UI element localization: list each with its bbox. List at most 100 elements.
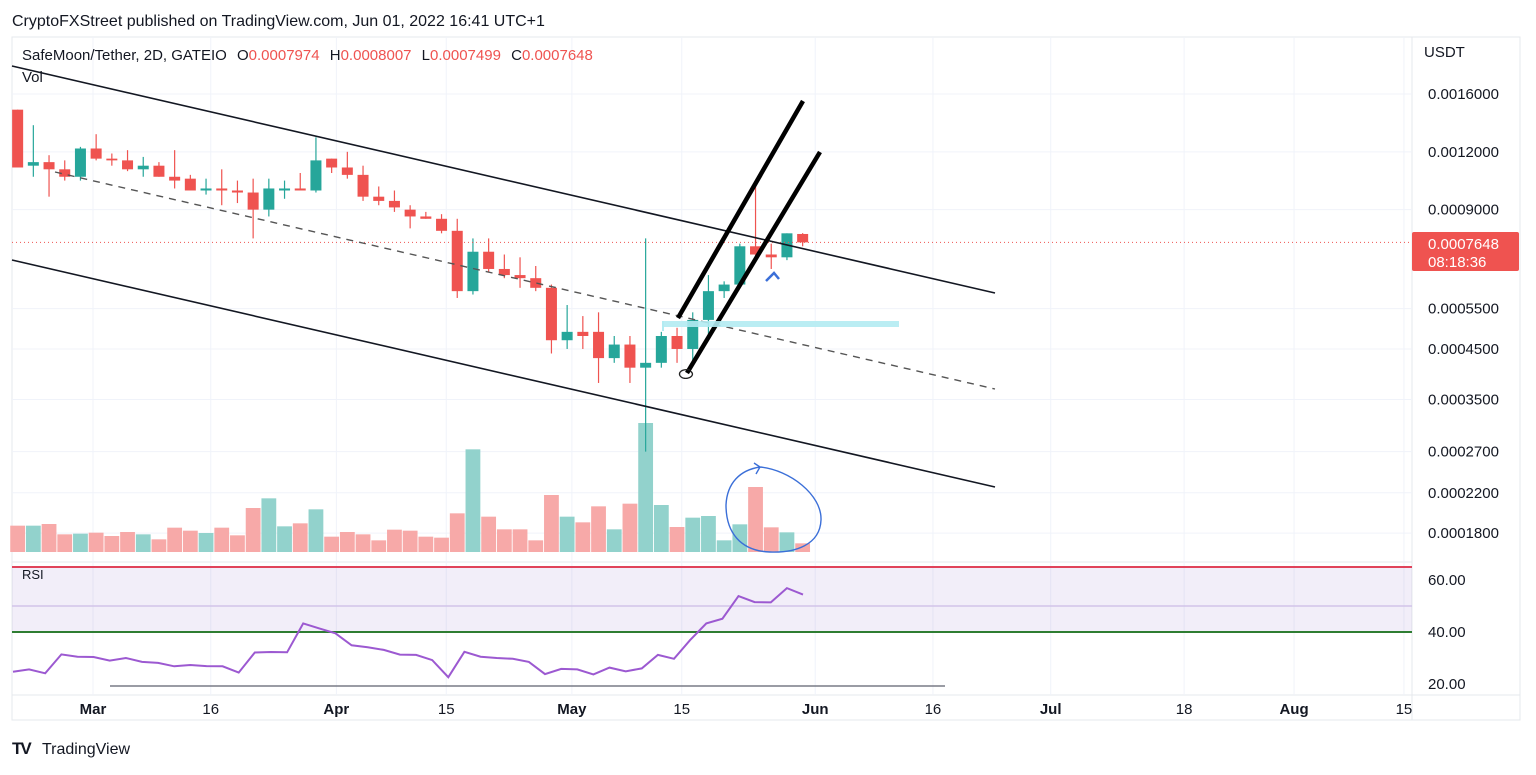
candle-body [200, 188, 212, 191]
candle-body [106, 158, 118, 161]
candle [561, 305, 573, 349]
time-tick-label: Aug [1279, 701, 1308, 718]
volume-bar [120, 532, 135, 552]
volume-bar [182, 530, 198, 552]
candle-body [279, 188, 291, 191]
volume-circle-drawing [725, 462, 822, 553]
volume-bar [402, 530, 418, 552]
candle-body [404, 209, 416, 217]
candle [279, 180, 291, 199]
candle [90, 134, 102, 161]
rsi-line [12, 586, 804, 679]
price-tick-label: 0.0009000 [1428, 202, 1499, 219]
close-label: C [511, 47, 522, 64]
candle [514, 257, 526, 288]
support-zone[interactable] [662, 321, 899, 327]
volume-bar [622, 503, 638, 552]
volume-bar [481, 516, 497, 552]
currency-label: USDT [1424, 44, 1465, 61]
channel-upper-trendline[interactable] [11, 65, 996, 294]
volume-bar [685, 517, 701, 552]
candle-body [153, 165, 165, 177]
volume-bar [528, 540, 544, 552]
volume-bar [732, 524, 748, 552]
volume-bar [73, 533, 88, 552]
candle [593, 312, 605, 383]
channel-lower-trendline[interactable] [11, 259, 996, 488]
support-zone-edge [662, 321, 664, 331]
time-tick-label: Mar [80, 701, 107, 718]
candle [781, 233, 793, 261]
candle-body [671, 335, 683, 349]
candle-body [655, 335, 667, 363]
volume-bar [308, 509, 324, 552]
time-tick-label: 15 [1396, 701, 1413, 718]
chart-frame [11, 36, 1521, 721]
candle [247, 178, 259, 239]
price-tick-label: 0.0004500 [1428, 341, 1499, 358]
volume-bar [104, 536, 120, 552]
candle-body [216, 188, 228, 191]
time-tick-label: 18 [1176, 701, 1193, 718]
candle [671, 327, 683, 363]
candle-body [122, 160, 134, 170]
price-axis[interactable]: 0.0016000 0.0012000 0.0009000 0.0005500 0.00… [1428, 86, 1499, 542]
grid-lines [12, 37, 1412, 695]
candle-body [357, 174, 369, 197]
channel-middle-dashed-trendline[interactable] [54, 171, 996, 390]
symbol-label: SafeMoon/Tether, 2D, GATEIO [22, 47, 227, 64]
candle-body [388, 200, 400, 208]
candle [153, 162, 165, 177]
candle [624, 335, 636, 383]
candle [169, 150, 181, 189]
volume-bar [387, 529, 402, 552]
candle-body [687, 319, 699, 349]
volume-bar [559, 516, 575, 552]
volume-bar [198, 533, 214, 552]
rsi-axis[interactable]: 60.00 40.00 20.00 [1428, 572, 1466, 693]
rising-channel-upper-line[interactable] [676, 99, 805, 320]
candle-body [483, 251, 495, 269]
rsi-label: RSI [22, 567, 44, 582]
open-value: 0.0007974 [249, 47, 320, 64]
time-tick-label: 15 [673, 701, 690, 718]
tradingview-logo[interactable]: TV TradingView [12, 739, 130, 758]
candle-body [467, 251, 479, 292]
candle-body [734, 246, 746, 285]
candle [184, 174, 196, 191]
candle [436, 214, 448, 234]
volume-bar [151, 539, 167, 552]
volume-bar [418, 536, 434, 552]
candle-body [326, 158, 338, 168]
candle [765, 243, 777, 269]
candle-body [90, 148, 102, 159]
candle [373, 186, 385, 206]
candle [263, 178, 275, 217]
candle [640, 238, 652, 452]
volume-bar [449, 513, 465, 552]
rising-channel-lower-line[interactable] [685, 150, 822, 375]
high-label: H [330, 47, 341, 64]
volume-bars [10, 423, 811, 552]
tradingview-brand: TradingView [42, 741, 130, 758]
candle [530, 265, 542, 292]
high-value: 0.0008007 [341, 47, 412, 64]
volume-bar [434, 537, 449, 552]
price-tick-label: 0.0005500 [1428, 301, 1499, 318]
candle [483, 238, 495, 272]
candle-body [263, 188, 275, 210]
volume-bar [575, 522, 591, 552]
time-axis[interactable]: Mar 16 Apr 15 May 15 Jun 16 Jul 18 Aug 15 [80, 701, 1413, 718]
candle-body [451, 230, 463, 292]
candle-body [341, 167, 353, 175]
candle [451, 218, 463, 298]
candle-body [514, 275, 526, 279]
candle-body [624, 344, 636, 368]
blue-caret-drawing [765, 271, 780, 282]
volume-bar [324, 536, 340, 552]
volume-bar [292, 523, 308, 552]
candle [545, 284, 557, 354]
volume-label: Vol [22, 69, 43, 86]
candle [294, 173, 306, 191]
